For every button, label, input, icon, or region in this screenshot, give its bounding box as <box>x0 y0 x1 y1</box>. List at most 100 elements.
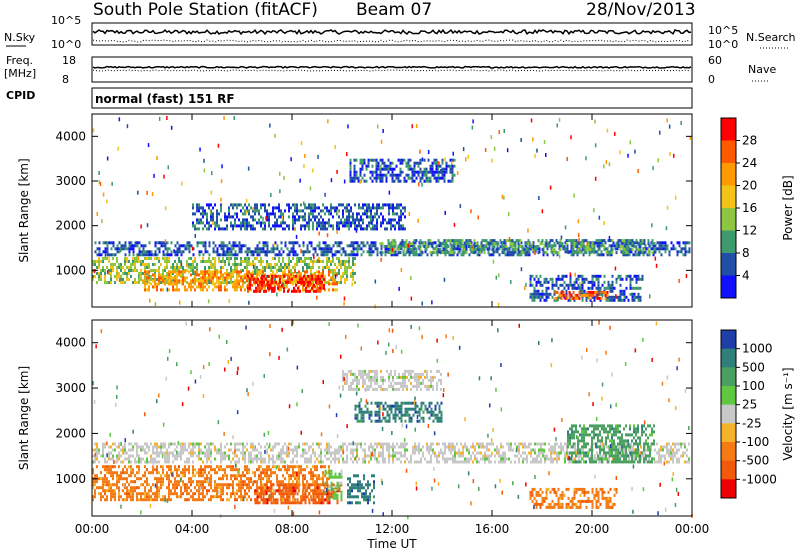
power-cell <box>176 272 178 275</box>
power-cell <box>300 248 302 253</box>
power-cell <box>639 286 642 290</box>
power-cell <box>255 286 257 290</box>
power-cell <box>684 241 687 245</box>
power-cell <box>324 224 326 228</box>
power-cell <box>264 209 266 213</box>
velocity-cell <box>164 457 166 461</box>
power-cell <box>501 242 504 246</box>
power-cell <box>473 245 476 249</box>
velocity-cell <box>278 454 280 458</box>
velocity-cell <box>104 460 106 464</box>
power-cell <box>437 164 440 168</box>
power-cell <box>305 277 307 281</box>
velocity-cell <box>330 454 332 458</box>
power-cell <box>653 251 656 255</box>
velocity-cell <box>316 457 318 461</box>
power-cell <box>388 206 390 210</box>
power-cell <box>509 239 512 243</box>
power-cell <box>170 253 173 257</box>
power-cell <box>589 286 592 290</box>
power-cell <box>372 244 375 248</box>
power-cell <box>401 170 404 174</box>
power-cell <box>244 260 246 263</box>
power-cell <box>338 257 340 260</box>
power-cell <box>194 260 196 263</box>
power-cell <box>593 295 596 299</box>
power-cell <box>330 178 333 183</box>
velocity-cell <box>452 454 454 458</box>
velocity-cell <box>538 454 540 458</box>
power-cell <box>276 224 278 228</box>
velocity-cell <box>198 457 200 461</box>
power-cell <box>619 277 622 281</box>
power-cell <box>605 160 608 165</box>
velocity-cell <box>420 460 422 464</box>
power-cell <box>371 220 373 225</box>
power-cell <box>294 215 296 219</box>
power-cell <box>352 263 354 266</box>
velocity-cell <box>280 448 282 452</box>
power-cell <box>348 253 351 257</box>
power-cell <box>269 286 271 290</box>
power-cell <box>419 158 422 162</box>
power-cell <box>403 179 406 183</box>
power-cell <box>242 244 245 248</box>
power-cell <box>108 253 111 257</box>
power-cell <box>153 173 155 178</box>
velocity-cell <box>208 457 210 461</box>
velocity-cell <box>192 442 194 446</box>
power-cell <box>176 266 178 269</box>
power-cell <box>206 276 208 280</box>
power-cell <box>563 280 566 284</box>
velocity-cell <box>190 451 192 455</box>
power-cell <box>122 244 125 248</box>
power-cell <box>381 179 384 183</box>
power-cell <box>208 244 211 248</box>
power-cell <box>413 173 416 177</box>
velocity-cell <box>540 448 542 452</box>
power-cell <box>531 292 534 296</box>
velocity-cell <box>102 448 104 452</box>
velocity-cell <box>470 454 472 458</box>
velocity-cell <box>246 442 248 446</box>
power-cell <box>230 257 232 260</box>
power-cell <box>588 296 591 300</box>
power-cell <box>569 277 572 281</box>
power-cell <box>405 242 408 246</box>
velocity-cell <box>286 445 288 449</box>
power-cell <box>178 257 180 260</box>
velocity-cell <box>138 457 140 461</box>
power-cell <box>382 129 384 133</box>
velocity-cell <box>470 457 472 461</box>
velocity-cell <box>672 448 674 452</box>
power-cell <box>385 164 388 168</box>
power-cell <box>164 247 167 251</box>
power-cell <box>158 276 160 280</box>
power-cell <box>270 227 272 231</box>
velocity-cell <box>530 454 532 458</box>
power-cell <box>352 241 355 245</box>
velocity-cell <box>514 454 516 458</box>
power-cell <box>427 239 430 243</box>
velocity-cell <box>404 445 406 449</box>
velocity-cell <box>302 454 304 458</box>
velocity-cell <box>166 451 168 455</box>
velocity-cell <box>130 448 132 452</box>
power-cell <box>246 253 249 257</box>
velocity-cell <box>228 457 230 461</box>
power-cell <box>633 286 636 290</box>
power-cell <box>472 119 474 124</box>
power-cell <box>521 245 524 249</box>
power-cell <box>326 233 329 238</box>
velocity-cell <box>242 445 244 449</box>
power-cell <box>184 244 187 248</box>
velocity-cell <box>676 448 678 452</box>
power-cell <box>194 233 196 238</box>
power-cell <box>288 260 290 263</box>
power-cell <box>245 210 248 215</box>
power-cell <box>380 206 382 210</box>
power-cell <box>274 227 276 231</box>
velocity-cell <box>524 442 526 446</box>
power-cell <box>567 286 570 290</box>
power-cell <box>192 212 194 216</box>
